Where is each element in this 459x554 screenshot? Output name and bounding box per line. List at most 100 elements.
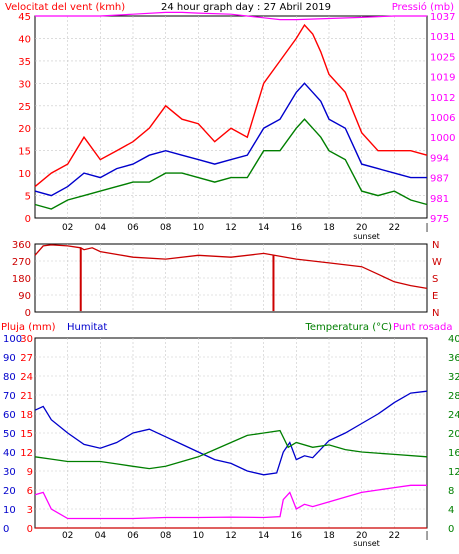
y-tick-label: 40	[18, 34, 31, 45]
x-tick-label: 12	[225, 223, 236, 233]
temperature-tick-label: 32	[448, 372, 459, 383]
y-tick-label-right: 1025	[430, 52, 455, 63]
rain-tick-label: 15	[20, 429, 33, 440]
y-tick-label: 0	[25, 214, 31, 225]
y-tick-label-right: 1012	[430, 93, 455, 104]
series-line-pressi	[35, 11, 427, 21]
temperature-axis-title: Temperatura (°C)	[304, 322, 392, 333]
x-tick-label: |	[425, 531, 428, 541]
compass-label: N	[432, 240, 439, 251]
y-tick-label-right: 1019	[430, 73, 455, 84]
temperature-tick-label: 36	[448, 353, 459, 364]
y-tick-label: 270	[12, 257, 31, 268]
x-tick-label: 04	[95, 223, 107, 233]
rain-tick-label: 24	[20, 372, 33, 383]
y-tick-label: 180	[12, 274, 31, 285]
compass-label: N	[432, 308, 439, 319]
series-line-puntrosada	[34, 484, 427, 520]
series-line-mnima	[34, 118, 428, 210]
humidity-tick-label: 60	[3, 410, 16, 421]
x-tick-label: 08	[160, 531, 172, 541]
y-tick-label: 0	[25, 308, 31, 319]
temperature-tick-label: 24	[448, 410, 459, 421]
series-line-ratxa	[34, 23, 428, 188]
humidity-tick-label: 70	[3, 391, 16, 402]
y-tick-label-right: 1006	[430, 113, 455, 124]
x-tick-label: 10	[193, 531, 205, 541]
rain-tick-label: 18	[20, 410, 33, 421]
series-line-temperatura	[34, 429, 428, 470]
series-line-humitat	[34, 390, 428, 476]
x-tick-label: 14	[258, 223, 270, 233]
rain-tick-label: 3	[27, 505, 33, 516]
rain-tick-label: 9	[27, 467, 33, 478]
humidity-tick-label: 90	[3, 353, 16, 364]
wind-pressure-panel: 0510152025303540459759819879941000100610…	[5, 1, 455, 241]
y-tick-label: 35	[18, 57, 31, 68]
y-tick-label: 15	[18, 147, 31, 158]
y-axis-title: Velocitat del vent (kmh)	[5, 2, 125, 13]
y-axis-title-right: Pressió (mb)	[392, 1, 454, 13]
y-tick-label: 20	[18, 124, 31, 135]
x-tick-label: 20	[356, 223, 368, 233]
dewpoint-axis-title: Punt rosada	[393, 322, 452, 333]
y-tick-label-right: 1031	[430, 32, 455, 43]
temperature-tick-label: 0	[448, 524, 454, 535]
wind-direction-line	[34, 244, 428, 290]
humidity-tick-label: 100	[3, 334, 22, 345]
rain-tick-label: 0	[27, 524, 33, 535]
rain-tick-label: 27	[20, 353, 33, 364]
rain-axis-title: Pluja (mm)	[1, 322, 56, 333]
temperature-tick-label: 12	[448, 467, 459, 478]
sunset-label: sunset	[353, 232, 380, 241]
temperature-tick-label: 8	[448, 486, 454, 497]
sunset-label: sunset	[353, 539, 380, 548]
temperature-tick-label: 28	[448, 391, 459, 402]
y-tick-label-right: 1037	[430, 12, 455, 23]
y-tick-label: 45	[18, 12, 31, 23]
y-tick-label: 25	[18, 102, 31, 113]
x-tick-label: 18	[323, 223, 335, 233]
x-tick-label: 14	[258, 531, 270, 541]
temperature-humidity-panel: 0102030405060708090100036912151821242730…	[1, 322, 459, 548]
chart-title: 24 hour graph day : 27 Abril 2019	[161, 2, 331, 13]
humidity-tick-label: 10	[3, 505, 16, 516]
x-tick-label: 20	[356, 531, 368, 541]
x-tick-label: 16	[291, 223, 303, 233]
x-tick-label: 04	[95, 531, 107, 541]
y-tick-label-right: 981	[430, 194, 449, 205]
humidity-tick-label: 80	[3, 372, 16, 383]
humidity-tick-label: 50	[3, 429, 16, 440]
humidity-tick-label: 20	[3, 486, 16, 497]
temperature-tick-label: 4	[448, 505, 454, 516]
x-tick-label: 08	[160, 223, 172, 233]
temperature-tick-label: 16	[448, 448, 459, 459]
x-tick-label: 02	[62, 531, 73, 541]
y-tick-label: 10	[18, 169, 31, 180]
compass-label: E	[432, 291, 438, 302]
y-tick-label: 30	[18, 79, 31, 90]
x-tick-label: 06	[127, 531, 139, 541]
humidity-tick-label: 0	[3, 524, 9, 535]
y-tick-label-right: 994	[430, 153, 449, 164]
y-tick-label-right: 1000	[430, 133, 455, 144]
x-tick-label: 10	[193, 223, 205, 233]
x-tick-label: 22	[389, 531, 400, 541]
temperature-tick-label: 40	[448, 334, 459, 345]
x-tick-label: 02	[62, 223, 73, 233]
x-tick-label: 12	[225, 531, 236, 541]
humidity-axis-title: Humitat	[67, 322, 107, 333]
series-line-mitja	[34, 82, 427, 197]
compass-label: S	[432, 274, 438, 285]
x-tick-label: |	[425, 223, 428, 233]
rain-tick-label: 12	[20, 448, 33, 459]
y-tick-label: 90	[18, 291, 31, 302]
x-tick-label: 22	[389, 223, 400, 233]
rain-tick-label: 21	[20, 391, 33, 402]
y-tick-label: 5	[25, 192, 31, 203]
x-tick-label: 18	[323, 531, 335, 541]
x-tick-label: 06	[127, 223, 139, 233]
rain-tick-label: 6	[27, 486, 33, 497]
